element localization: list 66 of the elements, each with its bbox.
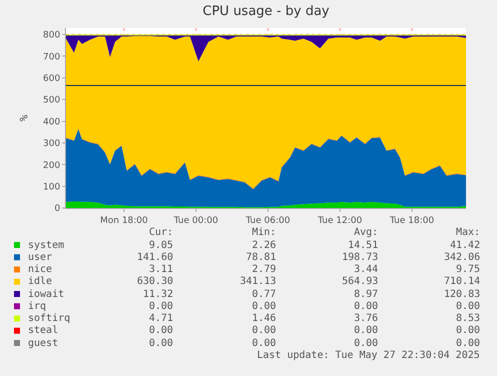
text: 141.60	[137, 252, 174, 263]
text: Last update: Tue May 27 22:30:04 2025	[257, 350, 480, 361]
text: 8.53	[456, 313, 480, 324]
text: 710.14	[444, 276, 480, 287]
y-axis-title: %	[18, 114, 31, 122]
chart-title: CPU usage - by day	[202, 4, 330, 20]
text: 41.42	[450, 240, 480, 251]
text: 11.32	[143, 289, 174, 300]
y-tick-label: 800	[43, 30, 60, 41]
text: 0.00	[456, 301, 480, 312]
x-tick-label: Tue 00:00	[172, 216, 218, 226]
text: 0.00	[354, 338, 378, 349]
text: 341.13	[240, 276, 276, 287]
y-tick-label: 300	[43, 139, 60, 150]
text: 3.44	[354, 264, 378, 275]
text: 2.26	[252, 240, 276, 251]
legend-label: idle	[28, 276, 52, 287]
text: 0.00	[252, 301, 276, 312]
text: 198.73	[342, 252, 378, 263]
y-tick-label: 0	[54, 204, 60, 214]
text: 9.75	[456, 264, 480, 275]
text: 14.51	[348, 240, 378, 251]
x-tick-label: Mon 18:00	[100, 216, 148, 226]
text: 9.05	[149, 240, 174, 251]
text: 120.83	[444, 289, 480, 300]
text: 342.06	[444, 252, 480, 263]
text: 0.00	[354, 301, 378, 312]
text: 78.81	[246, 252, 276, 263]
text: Cur:	[149, 227, 174, 238]
x-tick-label: Tue 12:00	[316, 216, 362, 226]
y-tick-label: 400	[43, 117, 60, 128]
text: 3.76	[354, 313, 378, 324]
text: 0.77	[252, 289, 276, 300]
legend-label: steal	[28, 325, 58, 336]
text: 0.00	[456, 338, 480, 349]
y-tick-label: 200	[43, 160, 60, 171]
text: Max:	[456, 227, 480, 238]
text: 2.79	[252, 264, 276, 275]
text: 0.00	[149, 301, 174, 312]
y-tick-label: 500	[43, 96, 60, 106]
text: 8.97	[354, 289, 378, 300]
text: 0.00	[252, 325, 276, 336]
x-tick-label: Tue 06:00	[244, 216, 290, 226]
text: 0.00	[354, 325, 378, 336]
legend-label: iowait	[28, 289, 64, 300]
text: 4.71	[149, 313, 174, 324]
text: Avg:	[354, 227, 378, 238]
legend-label: nice	[28, 264, 52, 275]
legend-label: guest	[28, 338, 58, 349]
x-tick-label: Tue 18:00	[388, 216, 434, 226]
y-tick-label: 600	[43, 74, 60, 84]
legend-label: user	[28, 252, 52, 263]
text: Min:	[252, 227, 276, 238]
text: 0.00	[149, 338, 174, 349]
y-tick-label: 100	[43, 182, 60, 192]
legend-label: irq	[28, 301, 46, 312]
legend-label: system	[28, 240, 64, 251]
y-tick-label: 700	[43, 52, 60, 62]
text: 3.11	[149, 264, 174, 275]
text: 0.00	[149, 325, 174, 336]
text: 564.93	[342, 276, 378, 287]
text: 630.30	[137, 276, 174, 287]
text: 0.00	[456, 325, 480, 336]
text: 1.46	[252, 313, 276, 324]
legend-label: softirq	[28, 313, 70, 324]
text: 0.00	[252, 338, 276, 349]
